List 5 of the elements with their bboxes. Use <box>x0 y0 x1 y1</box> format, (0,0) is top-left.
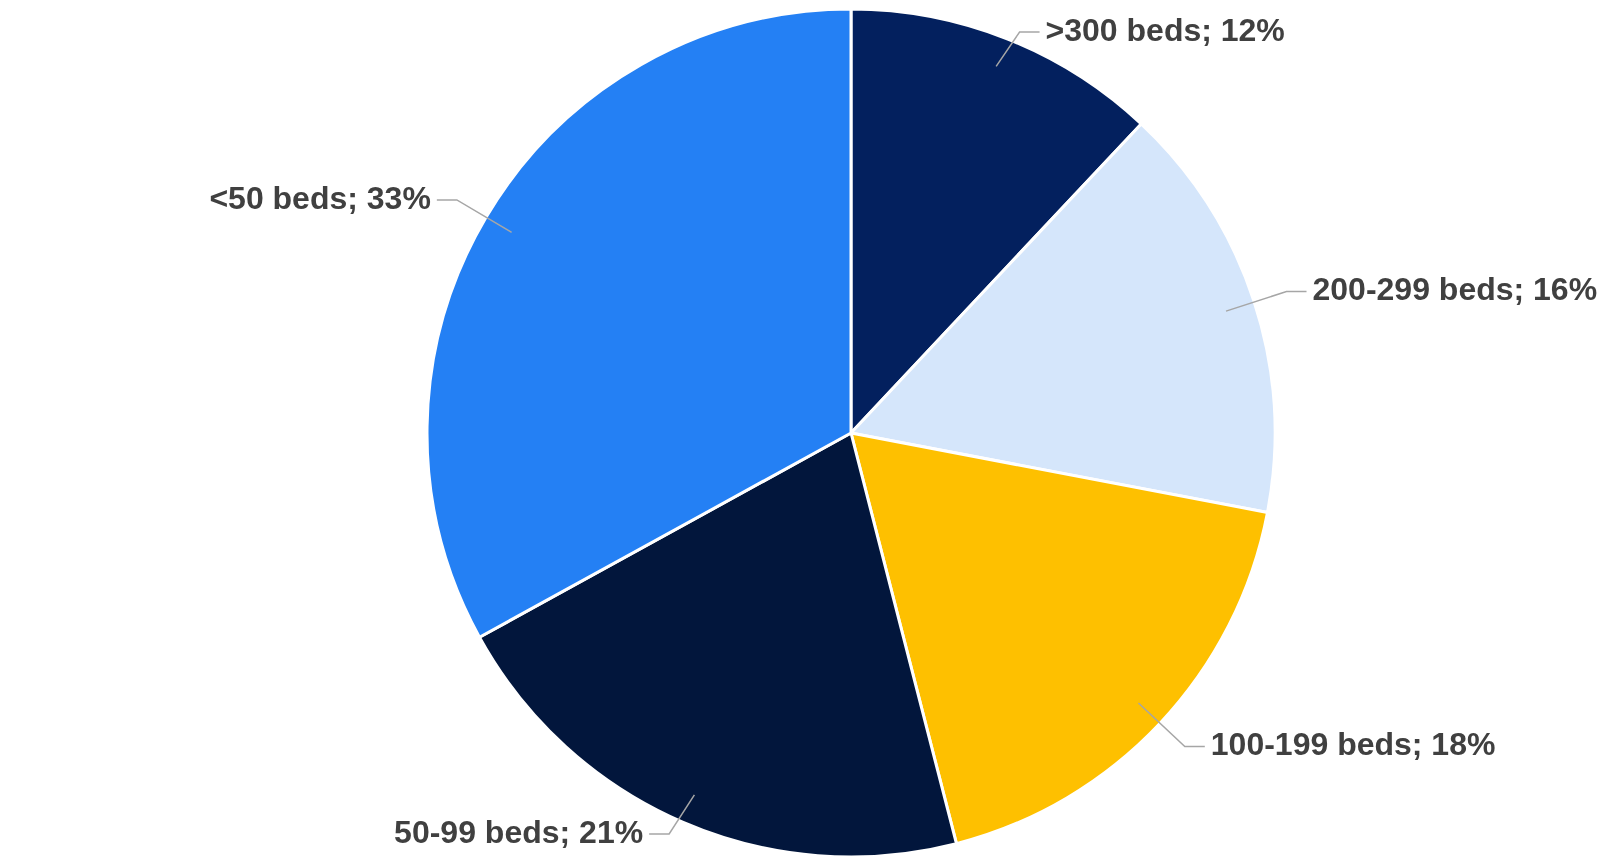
slice-label: >300 beds; 12% <box>1045 11 1285 48</box>
slice-label: <50 beds; 33% <box>209 179 431 216</box>
slice-label: 50-99 beds; 21% <box>394 813 644 850</box>
slice-label: 100-199 beds; 18% <box>1210 726 1496 763</box>
slice-label: 200-299 beds; 16% <box>1312 271 1598 308</box>
